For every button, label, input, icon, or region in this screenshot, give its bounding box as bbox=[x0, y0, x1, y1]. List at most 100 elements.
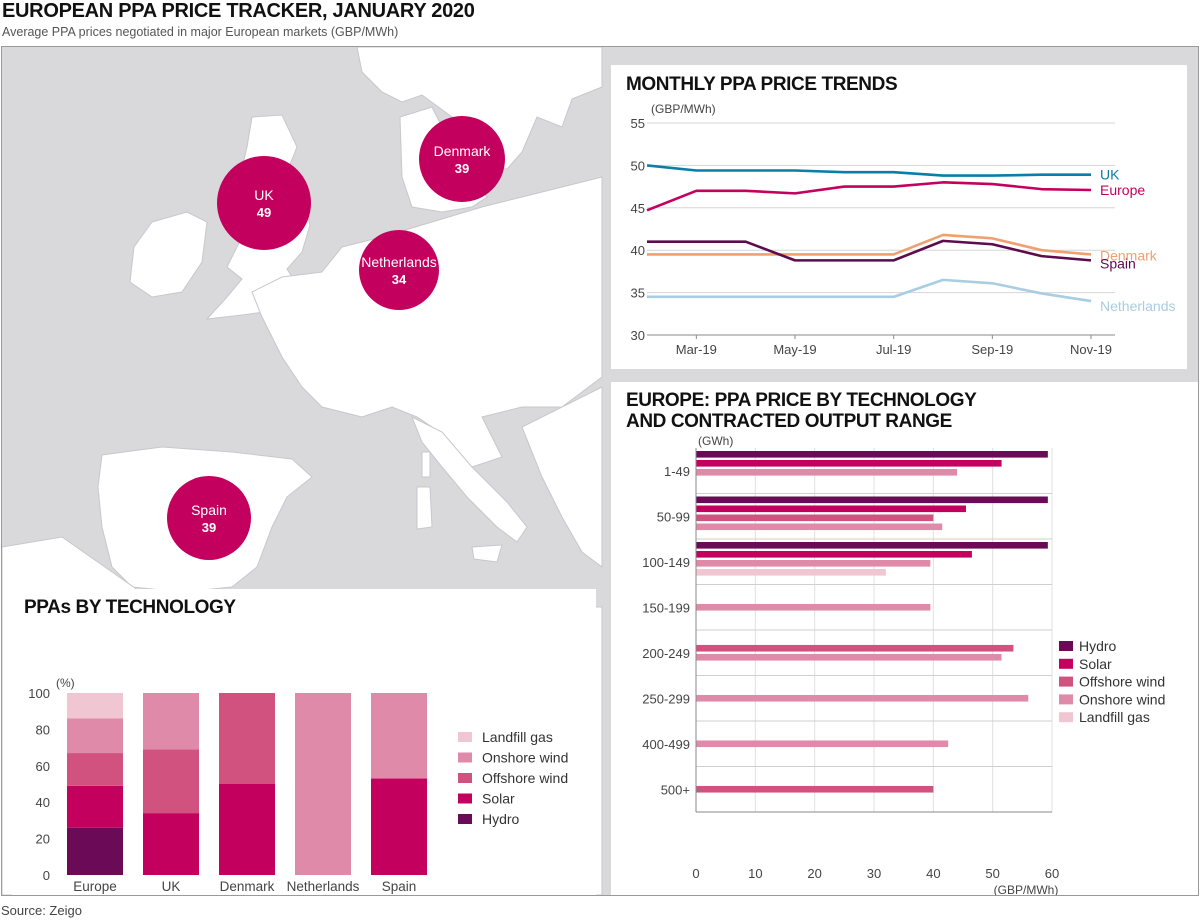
tech-legend-label-offshore-wind: Offshore wind bbox=[1079, 674, 1165, 690]
trend-line-uk bbox=[646, 164, 1091, 177]
tech-xlabel: (GBP/MWh) bbox=[994, 883, 1059, 895]
tech-bar-500-offshore-wind bbox=[696, 785, 934, 793]
tech-bar-100-149-onshore-wind bbox=[696, 560, 931, 567]
trend-ylabel: (GBP/MWh) bbox=[651, 102, 716, 116]
trend-line-denmark bbox=[647, 233, 1092, 256]
ppa-legend-label-landfill-gas: Landfill gas bbox=[482, 729, 553, 745]
ppa-segment-denmark-offshore-wind bbox=[219, 693, 275, 784]
tech-legend-swatch-onshore-wind bbox=[1059, 694, 1073, 705]
trend-ytick-40: 40 bbox=[631, 243, 645, 258]
tech-bar-250-299-onshore-wind bbox=[696, 694, 1029, 702]
ppa-legend-swatch-hydro bbox=[458, 814, 472, 824]
tech-xtick-0: 0 bbox=[692, 866, 699, 881]
map-italy bbox=[411, 415, 528, 543]
trend-series-label-netherlands: Netherlands bbox=[1100, 298, 1176, 314]
tech-legend-swatch-solar bbox=[1059, 658, 1073, 669]
ppa-segment-europe-solar bbox=[67, 785, 123, 828]
trend-ytick-45: 45 bbox=[631, 201, 645, 216]
monthly-trends-chart: (GBP/MWh) 30 35 40 45 50 55 Mar-19 May-19 Jul-19 S… bbox=[631, 102, 1176, 357]
bubble-uk bbox=[217, 156, 311, 250]
ppa-category-spain: Spain bbox=[382, 879, 417, 894]
ppa-segment-uk-onshore-wind bbox=[143, 693, 199, 750]
ppa-segment-europe-offshore-wind bbox=[67, 753, 123, 786]
tech-legend-label-onshore-wind: Onshore wind bbox=[1079, 691, 1165, 707]
tech-xtick-60: 60 bbox=[1045, 866, 1059, 881]
map-balkans bbox=[521, 386, 603, 568]
tech-legend-label-hydro: Hydro bbox=[1079, 638, 1117, 654]
trend-ytick-55: 55 bbox=[631, 116, 645, 131]
tech-legend-swatch-offshore-wind bbox=[1059, 676, 1073, 687]
ppa-legend-swatch-onshore-wind bbox=[458, 752, 472, 763]
tech-legend-label-landfill-gas: Landfill gas bbox=[1079, 709, 1150, 725]
price-by-technology-chart: (GWh) 0 10 20 30 40 50 60 (GBP/MWh) 1-49 50-99 100-… bbox=[642, 434, 1165, 895]
ppa-legend-swatch-landfill-gas bbox=[458, 732, 472, 742]
tech-bar-100-149-solar bbox=[696, 551, 972, 558]
tech-category-150-199: 150-199 bbox=[642, 600, 690, 615]
trend-line-spain bbox=[647, 239, 1092, 262]
tech-bar-50-99-hydro bbox=[696, 496, 1048, 504]
bubble-label-netherlands: Netherlands bbox=[361, 254, 437, 270]
trend-series-label-spain: Spain bbox=[1100, 255, 1136, 271]
bubble-spain bbox=[167, 476, 251, 560]
map-continent bbox=[251, 176, 603, 468]
trend-xtick-sep-19: Sep-19 bbox=[971, 342, 1013, 357]
tech-bar-1-49-hydro bbox=[696, 451, 1048, 458]
trend-ytick-35: 35 bbox=[631, 286, 645, 301]
bubble-denmark bbox=[419, 116, 505, 202]
ppa-category-europe: Europe bbox=[73, 879, 117, 894]
tech-legend-swatch-hydro bbox=[1059, 641, 1073, 651]
map-bubbles: UK 49 Denmark 39 Netherlands 34 Spain 39 bbox=[167, 116, 505, 560]
tech-category-200-249: 200-249 bbox=[642, 646, 690, 661]
ppas-by-technology-panel: PPAs BY TECHNOLOGY (%) 0 20 40 60 80 100 Europe… bbox=[12, 589, 596, 895]
ppa-segment-spain-onshore-wind bbox=[371, 693, 427, 779]
ppa-legend-swatch-offshore-wind bbox=[458, 773, 472, 783]
tech-xtick-10: 10 bbox=[748, 866, 762, 881]
ppa-category-netherlands: Netherlands bbox=[287, 879, 360, 894]
tech-bar-100-149-hydro bbox=[696, 542, 1048, 549]
tech-bar-50-99-offshore-wind bbox=[696, 514, 934, 522]
trend-xtick-jul-19: Jul-19 bbox=[876, 342, 911, 357]
trend-xtick-may-19: May-19 bbox=[773, 342, 816, 357]
monthly-trends-panel: MONTHLY PPA PRICE TRENDS (GBP/MWh) 30 35 40… bbox=[611, 65, 1187, 369]
price-by-technology-panel: EUROPE: PPA PRICE BY TECHNOLOGY AND CONT… bbox=[611, 382, 1198, 895]
tech-xtick-40: 40 bbox=[926, 866, 940, 881]
bubble-label-denmark: Denmark bbox=[434, 143, 492, 159]
bubble-value-denmark: 39 bbox=[455, 161, 469, 176]
tech-bar-400-499-onshore-wind bbox=[696, 740, 949, 748]
trend-line-netherlands bbox=[647, 278, 1092, 303]
map-corsica bbox=[421, 451, 431, 478]
ppa-ytick-100: 100 bbox=[28, 686, 50, 701]
ppa-category-uk: UK bbox=[162, 879, 181, 894]
map-sicily bbox=[471, 544, 503, 563]
bubble-label-uk: UK bbox=[254, 187, 274, 203]
ppa-ylabel: (%) bbox=[56, 676, 75, 690]
price-by-technology-title-line1: EUROPE: PPA PRICE BY TECHNOLOGY bbox=[626, 390, 977, 411]
ppa-segment-uk-offshore-wind bbox=[143, 749, 199, 814]
ppa-legend-swatch-solar bbox=[458, 793, 472, 804]
trend-line-europe bbox=[646, 181, 1092, 212]
bubble-value-netherlands: 34 bbox=[392, 272, 407, 287]
tech-bar-50-99-solar bbox=[696, 505, 966, 513]
trend-ytick-50: 50 bbox=[631, 158, 645, 173]
price-by-technology-title: EUROPE: PPA PRICE BY TECHNOLOGY AND CONT… bbox=[626, 390, 977, 432]
price-by-technology-title-line2: AND CONTRACTED OUTPUT RANGE bbox=[626, 411, 952, 432]
bubble-netherlands bbox=[359, 230, 439, 310]
trend-series-label-europe: Europe bbox=[1100, 182, 1145, 198]
trend-ytick-30: 30 bbox=[631, 328, 645, 343]
map-sardinia bbox=[416, 486, 433, 530]
tech-ylabel: (GWh) bbox=[698, 434, 733, 448]
ppa-segment-netherlands-onshore-wind bbox=[295, 693, 351, 875]
trend-xtick-nov-19: Nov-19 bbox=[1070, 342, 1112, 357]
ppa-legend-label-solar: Solar bbox=[482, 791, 515, 807]
tech-bar-50-99-onshore-wind bbox=[696, 523, 943, 531]
tech-category-400-499: 400-499 bbox=[642, 737, 690, 752]
ppa-legend-label-onshore-wind: Onshore wind bbox=[482, 750, 568, 766]
bubble-value-spain: 39 bbox=[202, 520, 216, 535]
tech-bar-100-149-landfill-gas bbox=[696, 569, 886, 576]
tech-xtick-30: 30 bbox=[867, 866, 881, 881]
tech-category-50-99: 50-99 bbox=[657, 509, 690, 524]
tech-bar-1-49-onshore-wind bbox=[696, 469, 958, 476]
ppa-ytick-80: 80 bbox=[36, 722, 50, 737]
tech-xtick-50: 50 bbox=[985, 866, 999, 881]
tech-category-100-149: 100-149 bbox=[642, 555, 690, 570]
